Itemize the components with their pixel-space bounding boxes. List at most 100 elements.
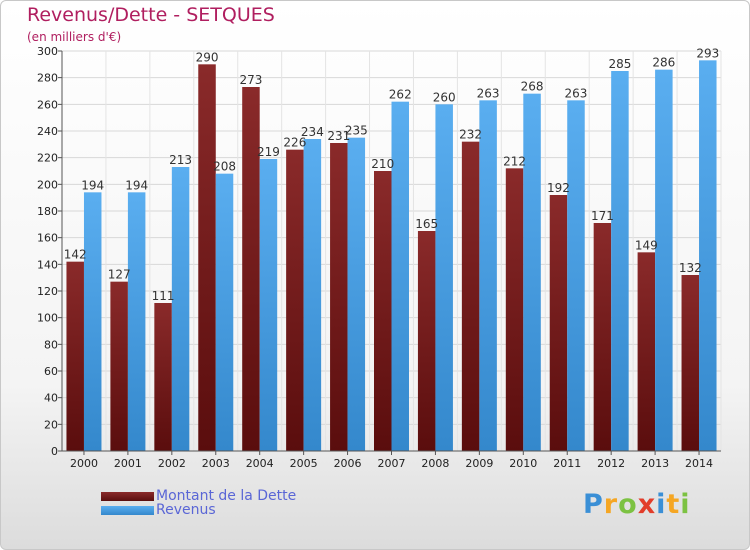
bar-debt [198, 64, 216, 452]
logo-letter: t [666, 489, 681, 520]
bar-revenue [391, 101, 409, 452]
data-label-debt: 192 [547, 181, 570, 195]
y-tick-label: 140 [37, 258, 58, 271]
x-tick-label: 2002 [158, 457, 186, 470]
x-tick-label: 2012 [597, 457, 625, 470]
y-tick-label: 40 [44, 392, 58, 405]
logo-letter: r [603, 489, 619, 520]
logo-letter: i [680, 489, 691, 520]
data-label-debt: 142 [64, 248, 87, 262]
x-tick-label: 2013 [641, 457, 669, 470]
data-label-revenue: 263 [565, 86, 588, 100]
data-label-revenue: 285 [608, 57, 631, 71]
data-label-debt: 212 [503, 154, 526, 168]
data-label-debt: 165 [415, 217, 438, 231]
bar-revenue [523, 93, 541, 452]
bar-debt [110, 281, 128, 451]
bar-revenue [215, 173, 234, 451]
x-tick-label: 2009 [465, 457, 493, 470]
chart-subtitle: (en milliers d'€) [27, 30, 122, 44]
proxiti-logo: Proxiti [583, 489, 691, 520]
data-label-revenue: 219 [257, 145, 280, 159]
x-tick-label: 2014 [685, 457, 713, 470]
bar-debt [66, 261, 84, 451]
data-label-debt: 132 [679, 261, 702, 275]
chart-title: Revenus/Dette - SETQUES [27, 4, 275, 26]
bar-debt [549, 195, 568, 451]
data-label-revenue: 194 [81, 178, 104, 192]
data-label-debt: 232 [459, 128, 482, 142]
x-tick-label: 2008 [421, 457, 449, 470]
data-label-debt: 231 [327, 129, 350, 143]
bar-debt [461, 141, 480, 451]
bar-revenue [259, 159, 278, 451]
x-tick-label: 2001 [114, 457, 142, 470]
y-tick-label: 0 [51, 445, 58, 458]
data-label-debt: 210 [371, 157, 394, 171]
bar-revenue [83, 192, 102, 452]
y-tick-label: 160 [37, 232, 58, 245]
x-tick-label: 2006 [334, 457, 362, 470]
bar-revenue [347, 137, 366, 451]
bar-debt [417, 231, 436, 451]
data-label-revenue: 263 [477, 86, 500, 100]
logo-letter: o [618, 489, 638, 520]
bar-revenue [303, 139, 322, 451]
bar-debt [637, 252, 656, 451]
data-label-debt: 226 [283, 136, 306, 150]
y-tick-label: 260 [37, 98, 58, 111]
bar-revenue [699, 60, 717, 451]
x-tick-label: 2005 [290, 457, 318, 470]
logo-letter: P [583, 489, 604, 520]
bar-debt [593, 223, 612, 451]
legend-swatch-debt [101, 492, 154, 501]
bar-revenue [479, 100, 497, 451]
x-tick-label: 2004 [246, 457, 274, 470]
data-label-revenue: 293 [696, 46, 719, 60]
data-label-debt: 149 [635, 238, 658, 252]
y-tick-label: 220 [37, 152, 58, 165]
data-label-revenue: 260 [433, 90, 456, 104]
data-label-debt: 171 [591, 209, 614, 223]
bar-debt [374, 171, 392, 451]
y-tick-label: 120 [37, 285, 58, 298]
y-tick-label: 20 [44, 418, 58, 431]
x-tick-label: 2011 [553, 457, 581, 470]
y-tick-label: 100 [37, 312, 58, 325]
x-tick-label: 2007 [378, 457, 406, 470]
bar-revenue [567, 100, 585, 451]
legend-label-debt: Montant de la Dette [156, 488, 297, 504]
data-label-debt: 290 [196, 50, 219, 64]
legend-label-revenue: Revenus [156, 502, 216, 518]
data-label-revenue: 208 [213, 160, 236, 174]
y-tick-label: 240 [37, 125, 58, 138]
legend-swatch-revenue [101, 506, 154, 515]
data-label-revenue: 213 [169, 153, 192, 167]
y-tick-label: 80 [44, 338, 58, 351]
bar-debt [330, 143, 348, 451]
x-tick-label: 2010 [509, 457, 537, 470]
bar-debt [286, 149, 304, 451]
bar-revenue [435, 104, 453, 451]
y-tick-label: 180 [37, 205, 58, 218]
x-tick-label: 2000 [70, 457, 98, 470]
bar-revenue [171, 167, 190, 451]
bar-revenue [655, 69, 673, 452]
data-label-revenue: 235 [345, 124, 368, 138]
data-label-debt: 111 [152, 289, 175, 303]
data-label-revenue: 262 [389, 88, 412, 102]
logo-letter: i [656, 489, 667, 520]
bar-revenue [127, 192, 146, 452]
bar-debt [242, 87, 260, 451]
data-label-revenue: 286 [652, 56, 675, 70]
bar-debt [681, 275, 700, 451]
y-tick-label: 60 [44, 365, 58, 378]
bar-debt [505, 168, 524, 452]
y-tick-label: 280 [37, 72, 58, 85]
data-label-revenue: 194 [125, 178, 148, 192]
bar-debt [154, 303, 172, 451]
data-label-debt: 127 [108, 268, 131, 282]
logo-letter: x [637, 489, 657, 520]
